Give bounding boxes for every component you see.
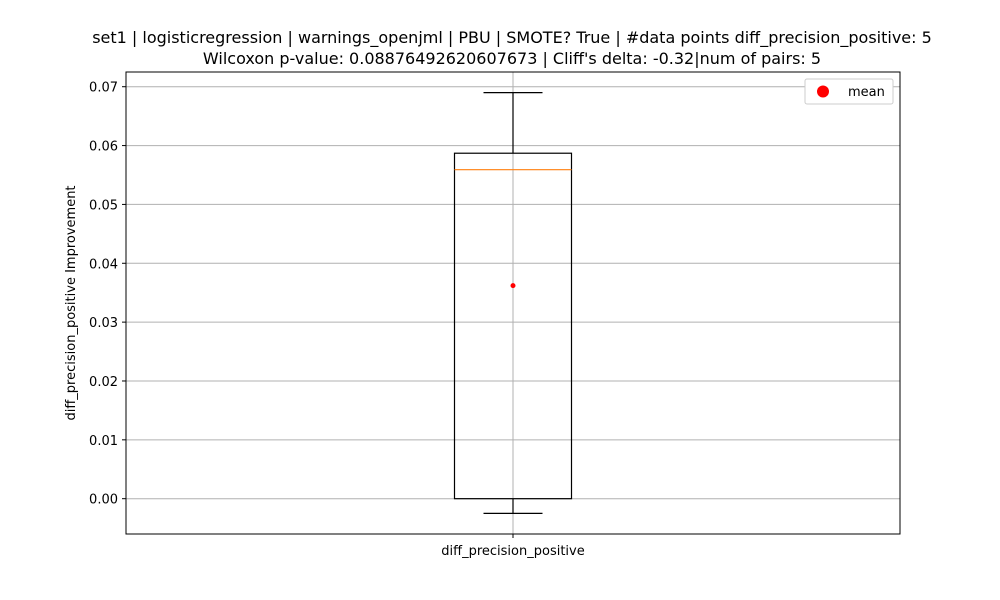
legend-marker-mean bbox=[817, 85, 829, 98]
y-tick-label: 0.03 bbox=[89, 316, 118, 331]
y-tick-label: 0.01 bbox=[89, 434, 118, 449]
y-tick-label: 0.06 bbox=[89, 140, 118, 155]
legend-box bbox=[804, 78, 894, 105]
legend-label-mean: mean bbox=[848, 85, 885, 100]
mean-point bbox=[510, 283, 516, 289]
axis-layer: 0.00 0.01 0.02 0.03 0.04 0.05 0.06 0.07 diff_pre… bbox=[89, 81, 585, 559]
y-axis-label: diff_precision_positive Improvement bbox=[64, 185, 79, 420]
y-tick-label: 0.07 bbox=[89, 81, 118, 96]
y-tick-label: 0.05 bbox=[89, 198, 118, 213]
y-tick-label: 0.02 bbox=[89, 375, 118, 390]
legend: mean bbox=[804, 78, 894, 105]
plot-layer bbox=[453, 91, 573, 515]
x-tick-label: diff_precision_positive bbox=[441, 544, 584, 559]
y-tick-label: 0.00 bbox=[89, 493, 118, 508]
iqr-box bbox=[453, 152, 573, 500]
chart-title: set1 | logisticregression | warnings_ope… bbox=[92, 28, 932, 48]
y-tick-label: 0.04 bbox=[89, 257, 118, 272]
chart-subtitle: Wilcoxon p-value: 0.08876492620607673 | … bbox=[203, 49, 821, 68]
